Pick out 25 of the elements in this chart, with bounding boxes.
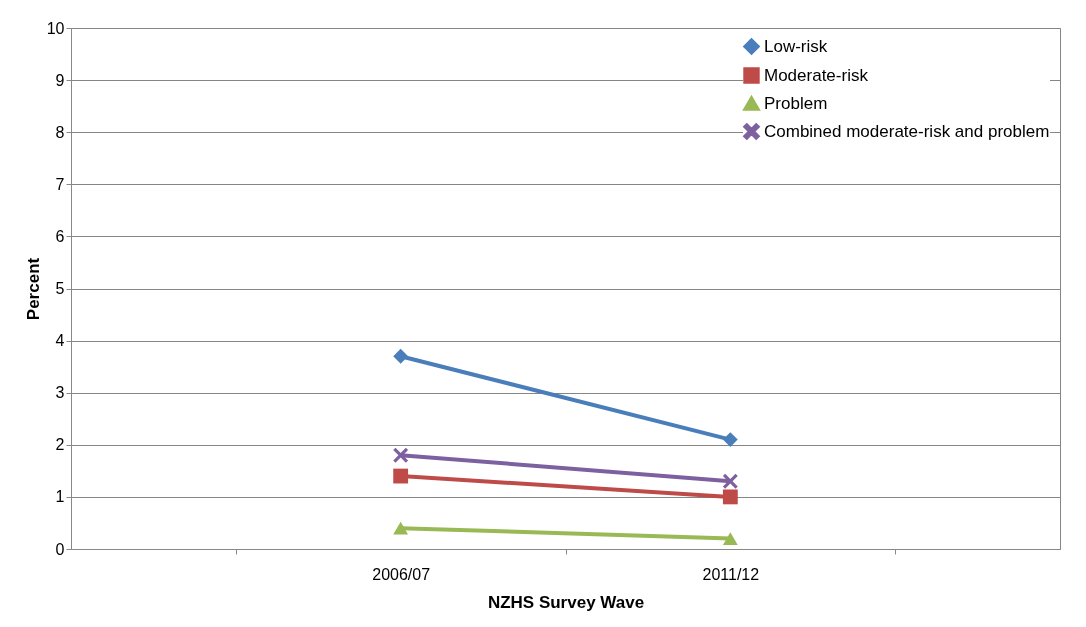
x-axis-title: NZHS Survey Wave <box>487 592 645 612</box>
y-tick-label: 9 <box>55 71 65 89</box>
point <box>393 468 409 484</box>
x-tick-label: 2006/07 <box>372 565 431 583</box>
legend-label: Moderate-risk <box>764 65 869 85</box>
y-tick-label: 3 <box>55 384 65 402</box>
point <box>393 348 409 364</box>
y-tick-label: 8 <box>55 123 65 141</box>
y-tick-label: 6 <box>55 227 65 245</box>
y-tick-label: 5 <box>55 280 65 297</box>
y-tick-label: 0 <box>55 540 65 558</box>
y-tick-label: 1 <box>55 488 65 506</box>
point <box>722 473 738 489</box>
y-tick-label: 2 <box>55 436 65 454</box>
legend-label: Combined moderate-risk and problem <box>764 121 1050 141</box>
point <box>722 432 738 448</box>
point <box>722 489 738 505</box>
y-tick-label: 4 <box>55 332 65 350</box>
legend-label: Low-risk <box>764 36 828 56</box>
y-tick-label: 10 <box>46 19 65 37</box>
x-tick-label: 2011/12 <box>702 565 760 583</box>
y-tick-label: 7 <box>55 175 65 193</box>
y-axis-title: Percent <box>23 257 43 321</box>
point <box>393 447 409 463</box>
legend-label: Problem <box>764 93 828 113</box>
